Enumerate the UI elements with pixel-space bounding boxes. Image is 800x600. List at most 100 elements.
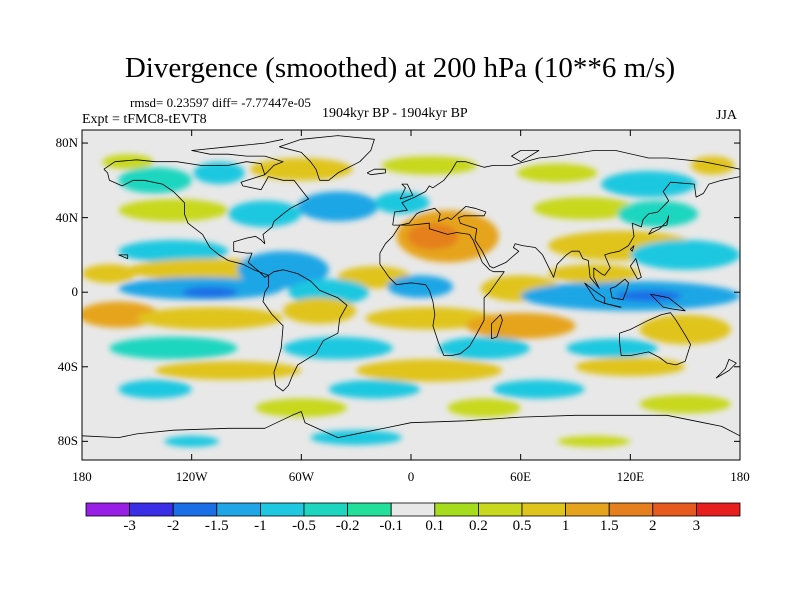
divergence-field [82, 154, 740, 447]
field-anomaly [557, 435, 631, 447]
coastline [490, 314, 503, 340]
colorbar-label: 1.5 [599, 518, 619, 534]
x-tick-label: 180 [72, 469, 92, 484]
y-tick-label: 80S [57, 433, 78, 449]
x-tick-label: 120W [175, 469, 208, 484]
field-anomaly [465, 312, 576, 339]
coastline [630, 245, 635, 252]
field-anomaly [193, 161, 245, 185]
coastline [399, 183, 414, 200]
field-anomaly [517, 163, 598, 183]
field-anomaly [328, 379, 421, 399]
plot-title: Divergence (smoothed) at 200 hPa (10**6 … [124, 52, 676, 84]
field-anomaly [601, 171, 697, 198]
coastline [103, 159, 310, 278]
y-tick-label: 40S [57, 358, 78, 374]
field-anomaly [118, 199, 229, 222]
colorbar-label: -0.2 [335, 518, 360, 534]
colorbar-label: 0.1 [425, 518, 445, 534]
colorbar-label: -1 [254, 518, 267, 534]
field-anomaly [533, 197, 636, 220]
colorbar-swatch [129, 502, 174, 517]
field-anomaly [283, 297, 357, 324]
field-anomaly [102, 154, 154, 170]
colorbar-swatch [172, 502, 218, 517]
season-label: JJA [716, 108, 738, 123]
coastline [609, 278, 629, 301]
field-anomaly [381, 156, 477, 175]
field-anomaly [630, 240, 740, 270]
colorbar-swatch [347, 502, 392, 517]
x-tick-label: 120E [616, 469, 645, 484]
field-anomaly [617, 200, 698, 227]
field-anomaly [407, 223, 459, 250]
coastline [82, 411, 740, 439]
field-anomaly [365, 307, 494, 330]
field-anomaly [182, 286, 238, 298]
colorbar-swatch [303, 502, 348, 517]
field-anomaly [447, 398, 521, 418]
field-anomaly [566, 338, 658, 358]
coastline [191, 138, 284, 175]
field-anomaly [118, 240, 229, 263]
x-tick-label: 180 [730, 469, 750, 484]
field-anomaly [118, 379, 192, 399]
colorbar-label: -0.5 [292, 518, 316, 534]
y-tick-label: 40N [55, 209, 78, 225]
field-anomaly [109, 336, 238, 360]
colorbar [85, 502, 741, 517]
coastline [392, 176, 740, 289]
colorbar-swatch [608, 502, 654, 517]
coastline [262, 269, 348, 392]
field-anomaly [155, 361, 302, 380]
y-tick-label: 80N [55, 135, 78, 151]
colorbar-label: 0.2 [469, 518, 488, 534]
coastline [629, 258, 642, 280]
experiment-label: Expt = tFMC8-tEVT8 [82, 112, 207, 127]
colorbar-swatch [521, 502, 566, 517]
field-anomaly [310, 430, 402, 446]
field-anomaly [438, 336, 530, 360]
field-anomaly [250, 158, 353, 181]
colorbar-swatch [85, 502, 130, 517]
coastline [604, 303, 622, 308]
field-anomaly [639, 394, 731, 414]
field-anomaly [356, 359, 503, 382]
coastlines [82, 135, 740, 439]
coastline [118, 254, 129, 260]
coastline [619, 312, 691, 366]
colorbar-label: -3 [123, 518, 136, 534]
coastline [379, 222, 505, 357]
field-anomaly [164, 435, 220, 447]
colorbar-label: 3 [692, 518, 701, 534]
field-anomaly [255, 398, 347, 418]
colorbar-swatch [259, 502, 305, 517]
x-tick-label: 0 [407, 469, 415, 484]
x-tick-label: 60W [288, 469, 314, 484]
colorbar-swatch [696, 502, 741, 517]
coastline [366, 168, 386, 176]
colorbar-label: -1.5 [204, 518, 229, 534]
coastline [278, 135, 375, 181]
field-anomaly [228, 200, 302, 227]
field-anomaly [297, 191, 379, 222]
field-anomaly [575, 357, 686, 377]
x-tick-label: 60E [510, 469, 532, 484]
period-label: 1904kyr BP - 1904kyr BP [322, 106, 468, 121]
coastline [511, 150, 540, 163]
y-tick-label: 0 [71, 284, 79, 300]
field-anomaly [639, 314, 731, 345]
colorbar-swatch [390, 502, 436, 517]
field-anomaly [493, 379, 585, 399]
field-anomaly [118, 167, 192, 194]
field-anomaly [82, 264, 137, 283]
field-anomaly [690, 156, 735, 175]
colorbar-label: 0.5 [512, 518, 532, 534]
coastline [650, 293, 686, 312]
colorbar-label: -2 [166, 518, 180, 534]
colorbar-swatch [216, 502, 261, 517]
field-anomaly [387, 275, 453, 298]
coastline [392, 150, 740, 226]
field-anomaly [283, 336, 393, 360]
